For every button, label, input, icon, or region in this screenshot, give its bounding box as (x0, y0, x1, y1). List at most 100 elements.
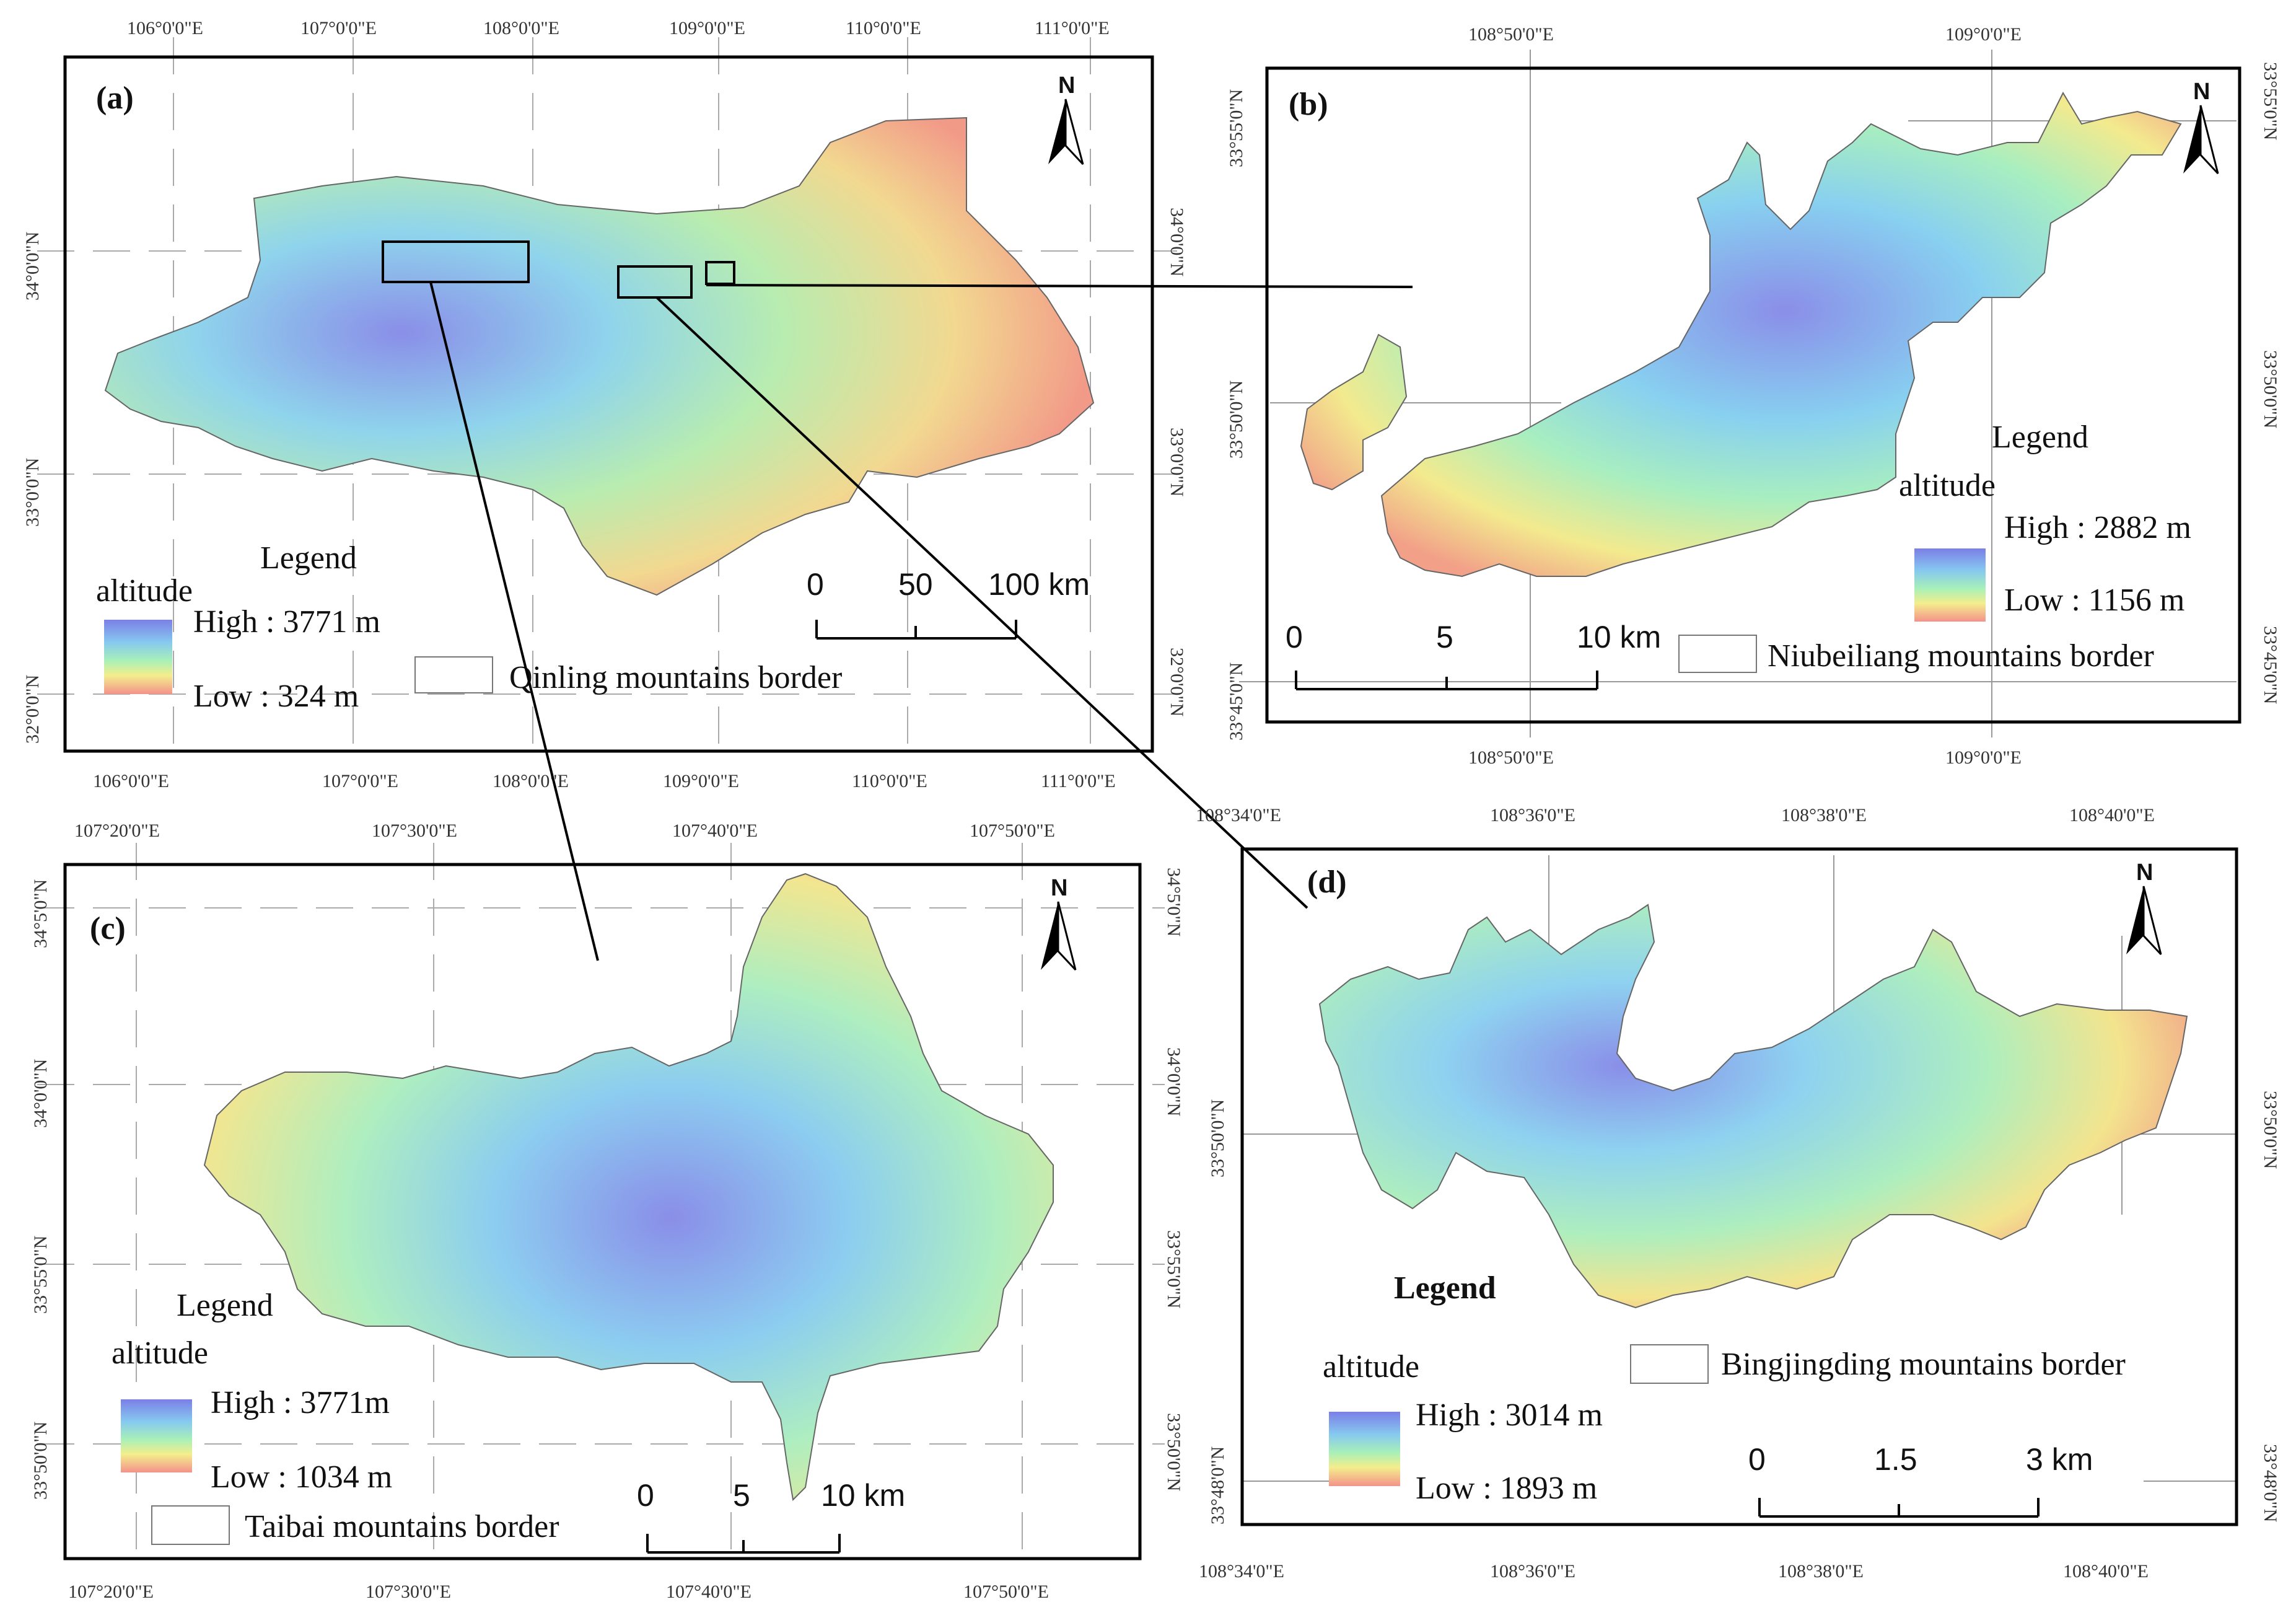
coord-a-top-2: 108°0'0"E (483, 18, 559, 38)
coord-a-top-5: 111°0'0"E (1035, 18, 1110, 38)
scale-c-0: 0 (637, 1478, 654, 1513)
legend-ramp-a (104, 620, 172, 694)
coord-a-top-1: 107°0'0"E (300, 18, 377, 38)
frame-d (1240, 847, 2238, 1526)
border-swatch-d (1630, 1344, 1709, 1384)
border-label-c: Taibai mountains border (245, 1509, 559, 1544)
border-label-b: Niubeiliang mountains border (1768, 638, 2154, 674)
scale-bar-a: 0 50 100 km (807, 567, 1090, 640)
qinling-elevation-map (104, 117, 1095, 596)
scale-d-1: 1.5 (1874, 1442, 1917, 1477)
coord-d-left-0: 33°50'0"N (1207, 1099, 1228, 1177)
connector-line-c (429, 281, 599, 961)
coord-d-top-0: 108°34'0"E (1196, 805, 1281, 825)
frame-c (63, 863, 1142, 1560)
scale-bar-c: 0 5 10 km (637, 1478, 905, 1554)
coord-d-left-1: 33°48'0"N (1207, 1446, 1228, 1525)
legend-title-c: Legend (177, 1288, 273, 1323)
legend-high-c: High : 3771m (211, 1385, 390, 1420)
legend-title-b: Legend (1992, 420, 2088, 455)
coord-a-top-3: 109°0'0"E (669, 18, 745, 38)
coord-c-bottom-2: 107°40'0"E (666, 1582, 751, 1602)
north-label-d: N (2136, 860, 2153, 886)
coord-a-bottom-2: 108°0'0"E (493, 771, 569, 791)
border-label-a: Qinling mountains border (509, 660, 842, 695)
coord-b-right-2: 33°45'0"N (2260, 626, 2281, 704)
extent-box-bingjingding (617, 265, 693, 299)
panel-label-b: (b) (1289, 87, 1328, 122)
legend-title-a: Legend (260, 540, 357, 576)
coord-c-bottom-0: 107°20'0"E (68, 1582, 154, 1602)
north-label-c: N (1051, 875, 1067, 901)
coord-c-right-3: 33°50'0"N (1163, 1413, 1184, 1491)
coord-c-left-2: 33°55'0"N (30, 1236, 51, 1314)
north-label-a: N (1058, 73, 1075, 99)
coord-a-bottom-3: 109°0'0"E (663, 771, 739, 791)
legend-high-d: High : 3014 m (1416, 1397, 1603, 1433)
panel-c: (c) N Legend altitude High : 3771m Low :… (30, 281, 1184, 1602)
extent-box-taibai (382, 240, 530, 283)
coord-a-right-0: 34°0'0"N (1167, 208, 1187, 276)
coord-c-top-3: 107°50'0"E (970, 821, 1055, 841)
coord-a-left-0: 34°0'0"N (22, 232, 43, 301)
frame-b (1265, 66, 2241, 724)
coord-b-top-0: 108°50'0"E (1468, 24, 1554, 45)
legend-ramp-d (1329, 1412, 1400, 1486)
panel-label-d: (d) (1307, 865, 1347, 900)
coord-c-right-1: 34°0'0"N (1163, 1047, 1184, 1116)
panel-a: (a) N Legend altitude High : 3771 m Low … (22, 18, 1187, 791)
scale-bar-b: 0 5 10 km (1286, 620, 1661, 690)
scale-a-0: 0 (807, 567, 824, 602)
coord-d-top-2: 108°38'0"E (1781, 805, 1867, 825)
coord-c-bottom-1: 107°30'0"E (366, 1582, 451, 1602)
scale-b-2: 10 km (1577, 620, 1661, 654)
coord-d-bottom-2: 108°38'0"E (1778, 1561, 1864, 1582)
scale-b-1: 5 (1436, 620, 1453, 654)
legend-sub-b: altitude (1899, 468, 1996, 503)
north-arrow-icon: N (1048, 73, 1084, 165)
coord-d-top-3: 108°40'0"E (2069, 805, 2155, 825)
legend-low-b: Low : 1156 m (2004, 583, 2184, 618)
border-swatch-b (1678, 635, 1757, 673)
legend-sub-a: altitude (96, 573, 193, 609)
coord-c-bottom-3: 107°50'0"E (963, 1582, 1049, 1602)
coord-b-right-1: 33°50'0"N (2260, 350, 2281, 428)
legend-ramp-b (1914, 548, 1986, 622)
coord-a-right-2: 32°0'0"N (1167, 648, 1187, 716)
coord-d-top-1: 108°36'0"E (1490, 805, 1575, 825)
coord-c-top-1: 107°30'0"E (372, 821, 457, 841)
niubeiliang-elevation-map (1300, 91, 2182, 578)
scale-b-0: 0 (1286, 620, 1303, 654)
legend-sub-c: altitude (112, 1336, 208, 1371)
coord-b-top-1: 109°0'0"E (1945, 24, 2022, 45)
coord-c-top-2: 107°40'0"E (672, 821, 758, 841)
coord-a-right-1: 33°0'0"N (1167, 428, 1187, 496)
coord-a-top-0: 106°0'0"E (127, 18, 203, 38)
coord-c-left-3: 33°50'0"N (30, 1422, 51, 1500)
legend-title-d: Legend (1394, 1270, 1496, 1306)
coord-d-right-1: 33°48'0"N (2260, 1444, 2281, 1522)
extent-box-niubeiliang (705, 261, 735, 285)
scale-d-2: 3 km (2026, 1442, 2093, 1477)
north-arrow-icon: N (2183, 79, 2219, 175)
scale-a-2: 100 km (988, 567, 1090, 602)
legend-high-b: High : 2882 m (2004, 510, 2191, 545)
legend-sub-d: altitude (1323, 1349, 1419, 1384)
scale-bar-d: 0 1.5 3 km (1748, 1442, 2093, 1518)
coord-b-left-2: 33°45'0"N (1226, 662, 1247, 741)
coord-b-bottom-1: 109°0'0"E (1945, 747, 2022, 768)
coord-a-left-1: 33°0'0"N (22, 458, 43, 527)
coord-c-top-0: 107°20'0"E (74, 821, 160, 841)
legend-low-a: Low : 324 m (193, 679, 359, 714)
coord-a-bottom-0: 106°0'0"E (93, 771, 169, 791)
north-arrow-icon: N (1041, 875, 1077, 971)
panel-b: (b) N Legend altitude High : 2882 m Low … (706, 24, 2281, 768)
coord-d-bottom-3: 108°40'0"E (2063, 1561, 2149, 1582)
border-swatch-c (151, 1505, 230, 1545)
coord-d-right-0: 33°50'0"N (2260, 1091, 2281, 1169)
panel-label-a: (a) (96, 81, 134, 116)
coord-b-left-0: 33°55'0"N (1226, 89, 1247, 167)
coord-b-left-1: 33°50'0"N (1226, 381, 1247, 459)
coord-a-bottom-4: 110°0'0"E (852, 771, 927, 791)
panel-d: (d) N Legend altitude High : 3014 m Low … (655, 296, 2281, 1582)
